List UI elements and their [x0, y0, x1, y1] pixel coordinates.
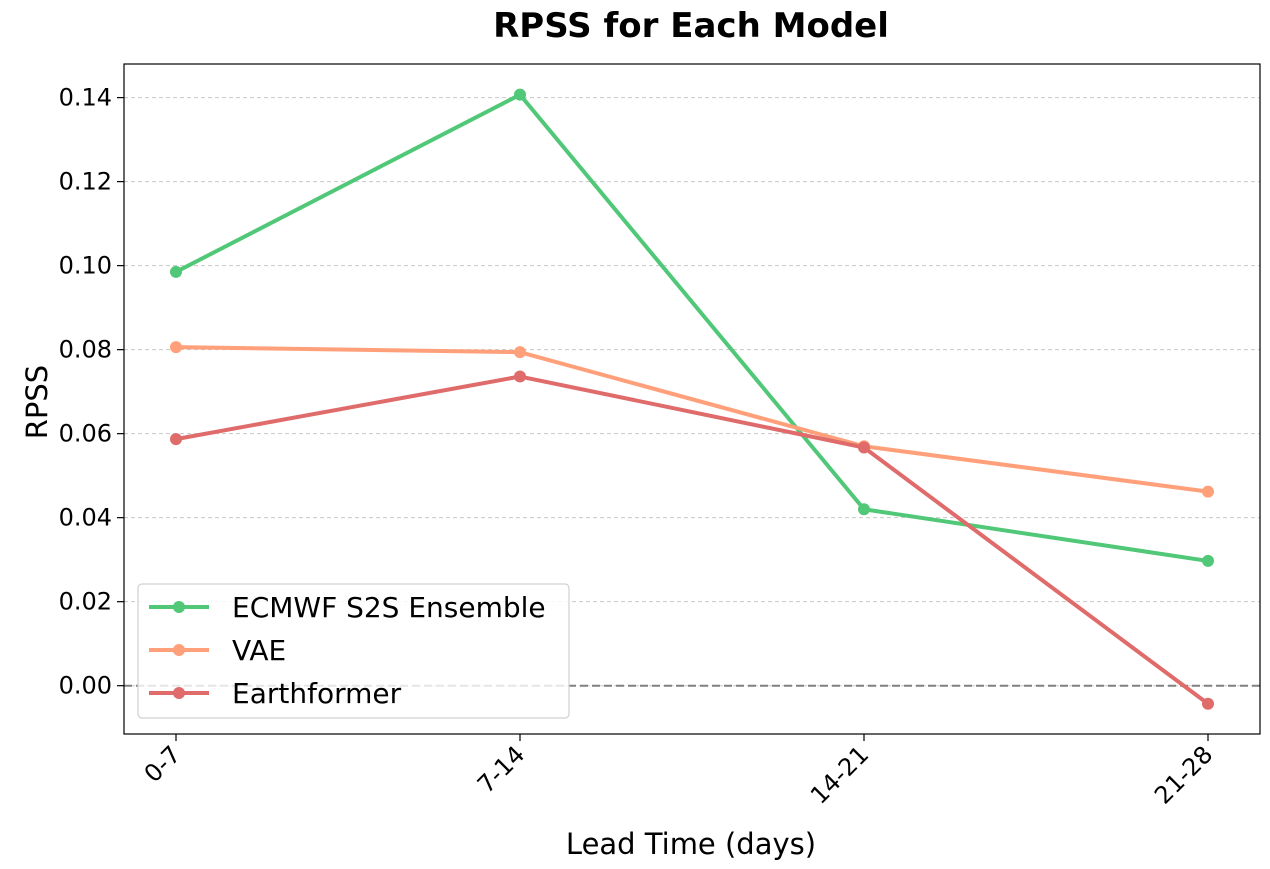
legend-label: Earthformer — [232, 677, 402, 710]
series-line — [174, 345, 1210, 494]
legend-box — [137, 583, 570, 719]
data-point — [514, 370, 526, 383]
y-tick-label: 0.12 — [59, 168, 112, 196]
x-tick-label: 21-28 — [1149, 740, 1218, 809]
legend-marker — [173, 601, 185, 613]
data-point — [514, 346, 526, 359]
data-point — [1202, 485, 1214, 498]
series-line — [174, 374, 1210, 706]
y-tick-label: 0.08 — [59, 336, 112, 364]
legend-marker — [173, 687, 185, 699]
plot-frame — [123, 63, 1261, 735]
y-tick-label: 0.02 — [59, 588, 112, 616]
legend-label: VAE — [232, 634, 286, 667]
data-point — [170, 265, 182, 278]
y-axis-label: RPSS — [20, 365, 54, 439]
legend: ECMWF S2S Ensemble VAE Earthformer — [137, 583, 570, 719]
y-tick-label: 0.04 — [59, 504, 112, 532]
data-point — [858, 503, 870, 516]
y-tick-label: 0.06 — [59, 420, 112, 448]
legend-label: ECMWF S2S Ensemble — [232, 591, 546, 624]
series-vae — [170, 341, 1214, 498]
data-point — [1202, 554, 1214, 567]
series-earthformer — [170, 370, 1214, 710]
x-axis-ticks: 0-7 7-14 14-21 21-28 — [139, 734, 1218, 810]
y-tick-label: 0.14 — [59, 84, 112, 112]
chart-title: RPSS for Each Model — [493, 6, 889, 46]
data-point — [1202, 697, 1214, 710]
y-tick-label: 0.00 — [59, 672, 112, 700]
y-tick-label: 0.10 — [59, 252, 112, 280]
data-point — [170, 341, 182, 354]
data-point — [170, 433, 182, 446]
x-tick-label: 7-14 — [472, 740, 530, 798]
series-ecmwf-s2s-ensemble — [170, 88, 1214, 567]
data-point — [514, 88, 526, 101]
series-line — [174, 92, 1210, 563]
x-axis-label: Lead Time (days) — [566, 827, 816, 861]
data-point — [858, 441, 870, 454]
x-tick-label: 0-7 — [139, 740, 187, 788]
legend-marker — [173, 644, 185, 656]
y-axis-ticks: 0.00 0.02 0.04 0.06 0.08 0.10 0.12 0.14 — [59, 84, 124, 700]
x-tick-label: 14-21 — [805, 740, 874, 809]
series-layer — [170, 88, 1214, 710]
